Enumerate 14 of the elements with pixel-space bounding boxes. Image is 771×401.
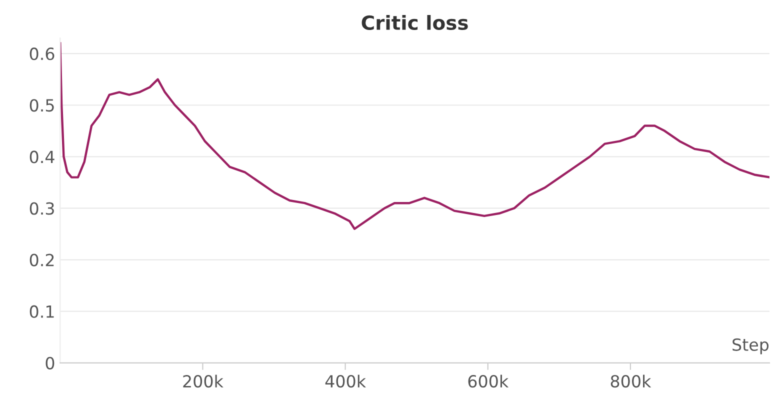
- y-tick-label: 0: [46, 356, 54, 370]
- line-series: [60, 42, 770, 230]
- chart-title: Critic loss: [362, 14, 468, 30]
- x-tick-label: 600k: [468, 374, 509, 388]
- y-tick-label: 0.2: [30, 254, 54, 266]
- x-tick-label: 800k: [610, 374, 652, 388]
- x-tick-label: 400k: [325, 374, 366, 388]
- y-tick-label: 0.3: [30, 202, 54, 215]
- y-tick-label: 0.4: [30, 150, 54, 164]
- x-axis-title: Step: [732, 338, 769, 354]
- y-tick-label: 0.5: [30, 99, 54, 112]
- x-tick-label: 200k: [183, 374, 224, 388]
- y-tick-label: 0.6: [30, 48, 54, 60]
- y-tick-label: 0.1: [30, 305, 54, 318]
